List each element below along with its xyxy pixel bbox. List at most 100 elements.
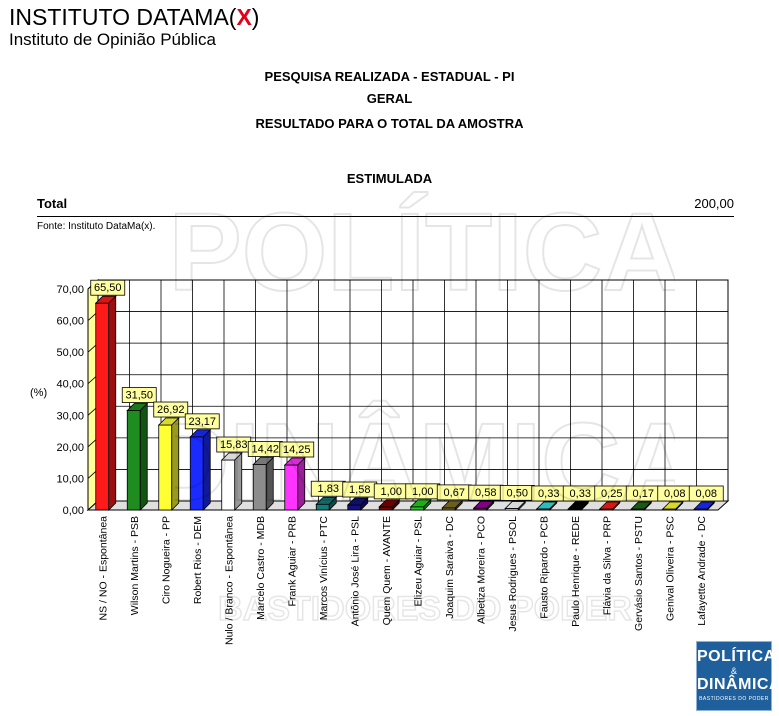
bar-side — [171, 417, 180, 511]
x-tick-label: Frank Aguiar - PRB — [286, 516, 298, 606]
logo-line4: BASTIDORES DO PODER — [699, 696, 769, 702]
data-label-box — [90, 279, 126, 296]
y-tick-label: 40,00 — [56, 379, 84, 391]
data-label-box — [279, 441, 315, 458]
bar-side — [391, 498, 400, 511]
data-label: 23,17 — [188, 416, 216, 428]
brand-subtitle: Instituto de Opinião Pública — [9, 30, 216, 49]
bar-side — [675, 501, 684, 511]
bar-side — [517, 500, 526, 511]
data-label: 15,83 — [220, 439, 248, 451]
x-tick-label: Albetiza Moreira - PCO — [475, 516, 487, 624]
data-label: 14,25 — [283, 444, 311, 456]
bar — [158, 424, 173, 511]
bar-side — [612, 501, 621, 511]
data-label: 65,50 — [94, 282, 122, 294]
politica-dinamica-logo: POLÍTICA & DINÂMICA BASTIDORES DO PODER — [696, 641, 779, 711]
section-title: ESTIMULADA — [346, 171, 433, 186]
bar-side — [454, 499, 463, 511]
bar-side — [234, 452, 243, 511]
x-tick-label: Marcelo Castro - MDB — [255, 516, 267, 620]
y-tick-label: 10,00 — [56, 473, 84, 485]
data-label: 14,42 — [251, 443, 279, 455]
data-label-box — [153, 401, 189, 418]
data-label: 0,17 — [633, 488, 654, 500]
bar — [95, 302, 110, 511]
data-label: 0,33 — [538, 488, 559, 500]
bar-side — [643, 501, 652, 511]
y-axis-label: (%) — [30, 387, 47, 399]
x-tick-label: Joaquim Saraiva - DC — [444, 516, 456, 619]
x-tick-label: Elizeu Aguiar - PSL — [412, 516, 424, 607]
brand-x-mark: X — [236, 4, 252, 30]
y-tick-label: 30,00 — [56, 410, 84, 422]
data-label: 1,00 — [412, 486, 433, 498]
total-row: Total 200,00 — [37, 196, 734, 217]
data-label: 26,92 — [157, 404, 185, 416]
bar — [126, 410, 141, 511]
bar-side — [108, 295, 117, 511]
data-label-box — [184, 413, 220, 430]
bar-side — [423, 498, 432, 511]
bar-side — [360, 497, 369, 511]
bar — [315, 503, 330, 511]
x-tick-label: Wilson Martins - PSB — [129, 516, 141, 615]
bar-side — [265, 456, 274, 511]
x-tick-label: Genival Oliveira - PSC — [664, 516, 676, 621]
bar-side — [706, 501, 715, 511]
x-tick-label: Antônio José Lira - PSL — [349, 516, 361, 626]
bar — [284, 464, 299, 511]
bar — [221, 459, 236, 511]
bar-side — [139, 402, 148, 511]
logo-line3: DINÂMICA — [697, 676, 779, 693]
bar — [347, 504, 362, 511]
bar-side — [580, 500, 589, 511]
bar-side — [328, 496, 337, 511]
y-tick-label: 0,00 — [63, 505, 84, 517]
bar-side — [297, 457, 306, 511]
data-label: 0,08 — [664, 488, 685, 500]
x-tick-label: Gervásio Santos - PSTU — [633, 516, 645, 631]
survey-heading: PESQUISA REALIZADA - ESTADUAL - PI — [264, 69, 515, 84]
data-label: 31,50 — [125, 390, 153, 402]
total-value: 200,00 — [694, 196, 734, 211]
data-label: 1,00 — [381, 486, 402, 498]
data-label: 0,58 — [475, 487, 496, 499]
bar — [410, 506, 425, 511]
logo-line1: POLÍTICA — [697, 648, 776, 665]
data-label: 0,25 — [601, 488, 622, 500]
x-tick-label: Quem Quem - AVANTE — [381, 516, 393, 625]
data-label: 0,08 — [696, 488, 717, 500]
survey-scope: GERAL — [366, 91, 413, 106]
y-tick-label: 60,00 — [56, 316, 84, 328]
x-tick-label: NS / NO - Espontânea — [97, 516, 109, 621]
brand-name: INSTITUTO DATAMA(X) — [9, 4, 260, 30]
bar — [252, 464, 267, 511]
data-label: 0,33 — [570, 488, 591, 500]
data-label: 0,50 — [507, 487, 528, 499]
x-tick-label: Robert Rios - DEM — [192, 516, 204, 604]
bar-side — [202, 428, 211, 511]
data-label: 0,67 — [444, 487, 465, 499]
x-tick-label: Marcos Vinícius - PTC — [318, 516, 330, 621]
y-tick-label: 20,00 — [56, 442, 84, 454]
x-tick-label: Lafayette Andrade - DC — [696, 516, 708, 626]
x-tick-label: Fausto Ripardo - PCB — [538, 516, 550, 619]
total-label: Total — [37, 196, 68, 211]
x-tick-label: Nulo / Branco - Espontânea — [223, 516, 235, 645]
x-tick-label: Paulo Henrique - REDE — [570, 516, 582, 627]
bar-side — [486, 500, 495, 511]
bar-side — [549, 500, 558, 511]
bar — [189, 436, 204, 511]
logo-line2: & — [730, 666, 737, 676]
x-tick-label: Flávia da Silva - PRP — [601, 516, 613, 615]
data-label-box — [121, 387, 157, 403]
bar — [378, 506, 393, 511]
data-label: 1,58 — [349, 484, 370, 496]
source-note: Fonte: Instituto DataMa(x). — [37, 221, 156, 232]
y-tick-label: 50,00 — [56, 347, 84, 359]
x-tick-label: Ciro Nogueira - PP — [160, 516, 172, 604]
data-label: 1,83 — [318, 483, 339, 495]
x-tick-label: Jesus Rodrigues - PSOL — [507, 516, 519, 632]
